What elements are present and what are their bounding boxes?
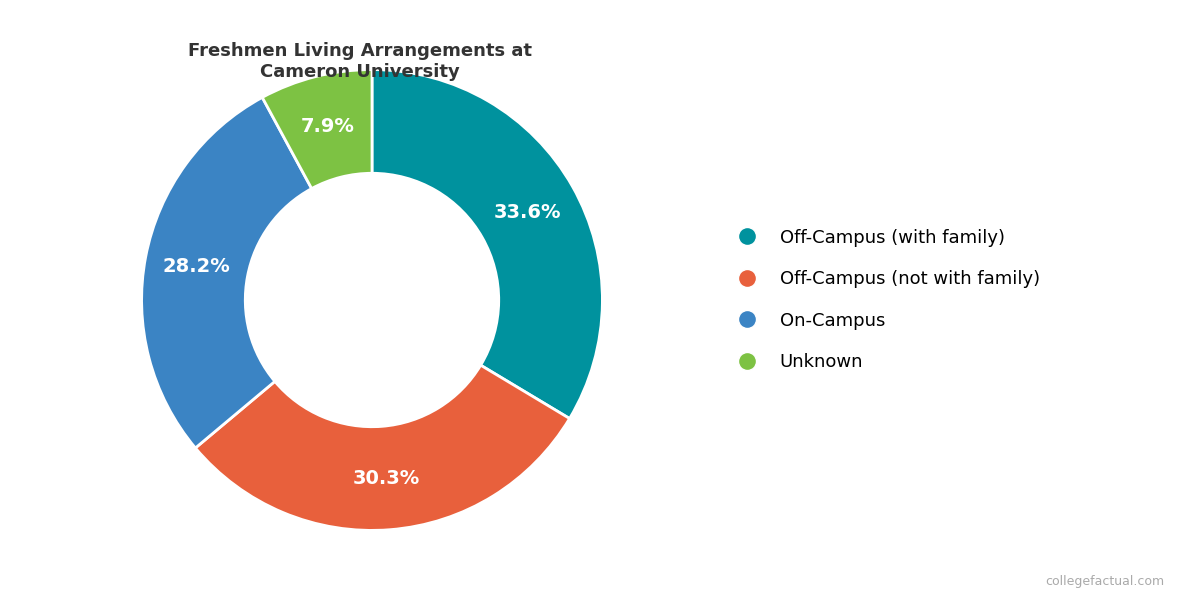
Legend: Off-Campus (with family), Off-Campus (not with family), On-Campus, Unknown: Off-Campus (with family), Off-Campus (no… <box>730 229 1039 371</box>
Text: 7.9%: 7.9% <box>301 118 355 136</box>
Text: Freshmen Living Arrangements at
Cameron University: Freshmen Living Arrangements at Cameron … <box>188 42 532 81</box>
Text: 30.3%: 30.3% <box>353 469 420 488</box>
Text: 28.2%: 28.2% <box>163 257 230 276</box>
Wedge shape <box>372 70 602 419</box>
Wedge shape <box>142 97 312 448</box>
Text: collegefactual.com: collegefactual.com <box>1045 575 1164 588</box>
Wedge shape <box>196 365 570 530</box>
Wedge shape <box>263 70 372 188</box>
Text: 33.6%: 33.6% <box>493 203 562 221</box>
